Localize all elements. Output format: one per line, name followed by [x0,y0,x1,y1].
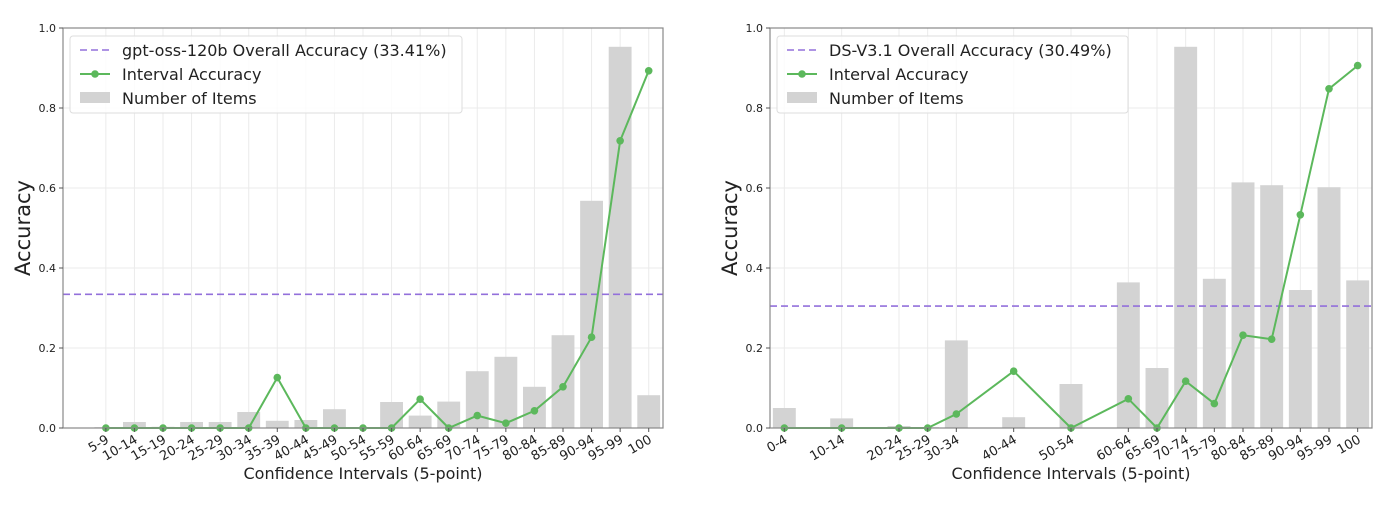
bar-95-99 [608,46,632,429]
point-70-74 [1181,377,1190,386]
bar-60-64 [408,415,432,428]
legend: gpt-oss-120b Overall Accuracy (33.41%) In… [69,35,463,114]
y-tick-label: 0.0 [39,422,57,435]
bar-70-74 [465,371,489,428]
x-axis-label: Confidence Intervals (5-point) [952,464,1191,483]
bar-50-54 [1059,384,1083,428]
bar-60-64 [1116,282,1140,428]
bar-70-74 [1174,46,1198,429]
bar-100 [637,395,661,428]
legend-label-line: Interval Accuracy [829,65,968,84]
y-tick-label: 0.0 [746,422,764,435]
point-60-64 [416,395,424,404]
legend-label-bars: Number of Items [122,89,257,108]
point-40-44 [1009,367,1018,376]
y-tick-label: 0.8 [39,102,57,115]
legend-box [776,35,1129,114]
x-axis-label: Confidence Intervals (5-point) [244,464,483,483]
y-tick-label: 0.8 [746,102,764,115]
legend-box [69,35,463,114]
y-tick-label: 0.2 [39,342,57,355]
legend-label-overall: DS-V3.1 Overall Accuracy (30.49%) [829,41,1112,60]
x-tick-label: 40-44 [979,432,1019,464]
point-60-64 [1124,395,1133,403]
point-85-89 [559,383,567,391]
point-35-39 [273,373,282,382]
point-80-84 [1239,331,1247,340]
bar-45-49 [323,409,346,428]
y-tick-label: 1.0 [39,22,57,35]
y-axis-label: Accuracy [11,180,35,276]
x-tick-label: 50-54 [1037,432,1077,464]
bar-65-69 [1145,368,1169,428]
point-95-99 [616,137,624,145]
bar-40-44 [1002,417,1026,428]
legend-label-overall: gpt-oss-120b Overall Accuracy (33.41%) [122,41,447,60]
bar-95-99 [1317,187,1341,428]
point-70-74 [473,411,482,420]
bar-0-4 [772,408,796,428]
point-75-79 [1210,399,1219,408]
point-95-99 [1325,85,1333,93]
y-tick-label: 0.4 [746,262,764,275]
bar-55-59 [380,402,403,428]
chart-1: 0.00.20.40.60.81.05-910-1415-1920-2425-2… [11,22,664,483]
bar-30-34 [944,340,968,428]
point-90-94 [1296,211,1305,219]
point-90-94 [587,333,596,342]
y-tick-label: 0.4 [39,262,57,275]
x-tick-label: 0-4 [764,432,790,456]
x-tick-label: 10-14 [807,432,847,464]
bar-10-14 [830,418,854,428]
y-tick-label: 0.6 [39,182,57,195]
bar-75-79 [494,356,518,428]
bar-90-94 [1288,290,1312,428]
bar-80-84 [1231,182,1255,428]
point-100 [1353,61,1362,70]
legend: DS-V3.1 Overall Accuracy (30.49%) Interva… [776,35,1129,114]
point-80-84 [530,407,539,415]
legend-marker-icon [91,70,99,78]
y-tick-label: 0.2 [746,342,764,355]
point-75-79 [502,419,510,428]
bar-90-94 [580,200,603,428]
y-tick-label: 1.0 [746,22,764,35]
bar-40-44 [294,420,318,428]
x-tick-label: 100 [626,432,655,457]
point-30-34 [952,410,961,418]
point-100 [644,67,653,75]
point-85-89 [1267,335,1276,344]
x-tick-label: 100 [1335,432,1364,457]
legend-label-line: Interval Accuracy [122,65,261,84]
chart-2: 0.00.20.40.60.81.00-4 10-14 20-2425-2930-3… [718,22,1373,483]
legend-bar-icon [787,92,817,103]
legend-label-bars: Number of Items [829,89,964,108]
legend-bar-icon [80,92,110,103]
y-axis-label: Accuracy [718,180,742,276]
bar-85-89 [551,335,575,428]
y-tick-label: 0.6 [746,182,764,195]
legend-marker-icon [798,70,806,78]
bar-35-39 [265,420,289,428]
bar-100 [1346,280,1370,428]
